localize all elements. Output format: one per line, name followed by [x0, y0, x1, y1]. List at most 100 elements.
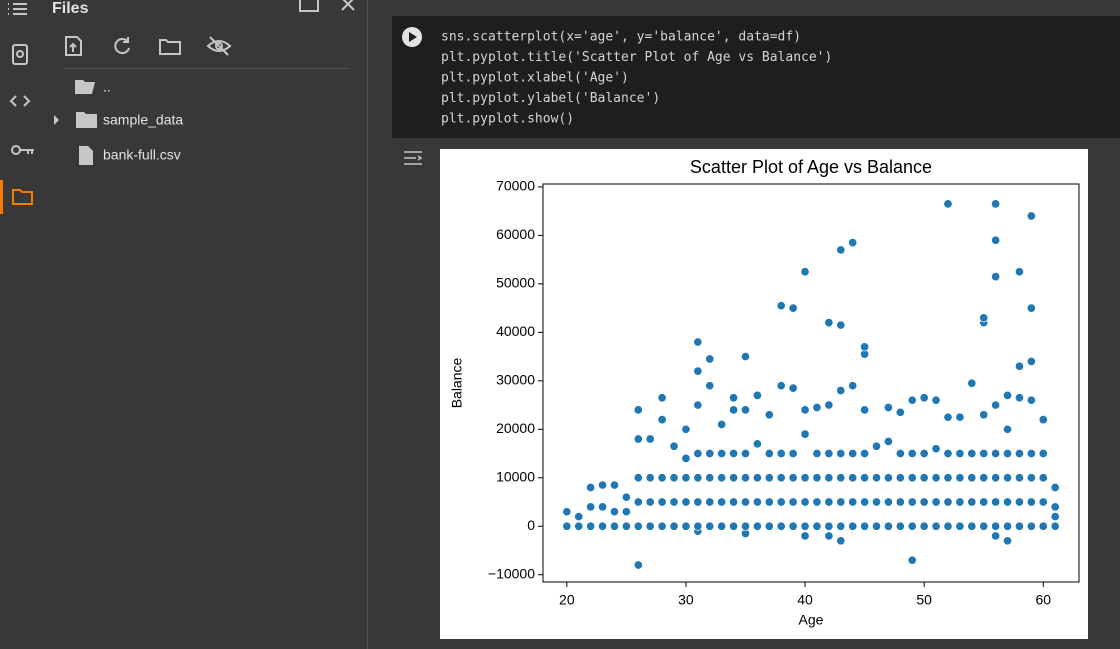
point	[979, 497, 989, 507]
point	[1050, 482, 1060, 493]
point	[598, 502, 608, 512]
point	[919, 448, 929, 459]
folder-icon	[76, 112, 97, 128]
point	[669, 521, 679, 531]
point	[979, 521, 989, 531]
point	[764, 410, 774, 420]
point	[836, 497, 846, 507]
code-line: plt.pyplot.ylabel('Balance')	[441, 91, 660, 106]
output-icon[interactable]	[404, 151, 423, 165]
point	[705, 497, 715, 507]
point	[764, 521, 774, 531]
point	[812, 448, 822, 459]
chart: Scatter Plot of Age vs Balance Age Balance…	[449, 157, 1080, 628]
point	[693, 366, 703, 376]
point	[609, 480, 620, 490]
point	[931, 497, 941, 507]
run-icon	[409, 32, 417, 42]
point	[907, 473, 917, 483]
point	[729, 521, 739, 531]
file-item[interactable]: bank-full.csv	[103, 147, 181, 163]
drive-button[interactable]	[159, 39, 181, 55]
point	[871, 473, 882, 483]
hide-button[interactable]	[206, 36, 232, 56]
point	[752, 473, 762, 483]
point	[645, 521, 655, 531]
point	[991, 199, 1001, 209]
upload-button[interactable]	[65, 36, 82, 56]
point	[955, 497, 965, 507]
point	[895, 448, 905, 459]
point	[883, 521, 893, 531]
point	[633, 497, 643, 507]
point	[788, 383, 798, 393]
point	[1050, 521, 1060, 531]
point	[931, 395, 941, 405]
point	[788, 473, 798, 483]
point	[681, 453, 691, 463]
files-icon[interactable]	[12, 189, 33, 205]
point	[657, 415, 667, 425]
point	[800, 531, 810, 541]
folder-open-icon	[75, 80, 95, 94]
point	[788, 497, 798, 507]
axes-frame	[542, 183, 1080, 583]
file-item[interactable]: sample_data	[103, 112, 183, 128]
code-icon[interactable]	[9, 95, 31, 107]
sidebar	[0, 0, 367, 649]
point	[883, 473, 893, 483]
point	[574, 521, 584, 531]
point	[824, 318, 834, 328]
point	[764, 497, 774, 507]
point	[1026, 521, 1036, 531]
point	[729, 473, 739, 483]
expand-arrow[interactable]	[54, 115, 59, 125]
point	[991, 497, 1001, 507]
point	[991, 473, 1001, 483]
secrets-icon[interactable]	[11, 145, 34, 155]
file-item[interactable]: ..	[103, 79, 111, 95]
point	[836, 245, 846, 255]
point	[812, 402, 822, 413]
point	[967, 497, 977, 507]
code-lines: sns.scatterplot(x='age', y='balance', da…	[441, 30, 832, 127]
point	[633, 434, 643, 444]
point	[1038, 521, 1048, 531]
point	[967, 521, 977, 531]
point	[955, 473, 965, 483]
point	[681, 473, 691, 483]
point	[693, 497, 703, 507]
point	[657, 393, 667, 403]
point	[752, 521, 762, 531]
x-tick-label: 30	[678, 592, 694, 608]
refresh-button[interactable]	[114, 37, 130, 55]
point	[1038, 497, 1048, 507]
x-tick-label: 60	[1035, 592, 1051, 608]
x-tick-label: 20	[559, 592, 575, 608]
x-axis-label: Age	[799, 612, 824, 628]
point	[598, 480, 608, 490]
close-button[interactable]	[341, 0, 355, 11]
point	[633, 521, 643, 531]
point	[979, 448, 989, 459]
point	[740, 497, 751, 507]
point	[860, 448, 870, 459]
point	[717, 419, 727, 429]
point	[895, 473, 905, 483]
point	[693, 473, 703, 483]
point	[705, 473, 715, 483]
point	[1002, 536, 1013, 546]
point	[883, 402, 893, 413]
point	[657, 521, 667, 531]
maximize-button[interactable]	[299, 0, 319, 12]
figure	[440, 149, 1088, 639]
point	[931, 473, 941, 483]
menu-icon[interactable]	[8, 3, 27, 15]
search-icon[interactable]	[12, 44, 28, 65]
point	[860, 405, 870, 415]
point	[800, 473, 810, 483]
point	[1014, 267, 1024, 277]
point	[943, 412, 953, 422]
point	[669, 497, 679, 507]
